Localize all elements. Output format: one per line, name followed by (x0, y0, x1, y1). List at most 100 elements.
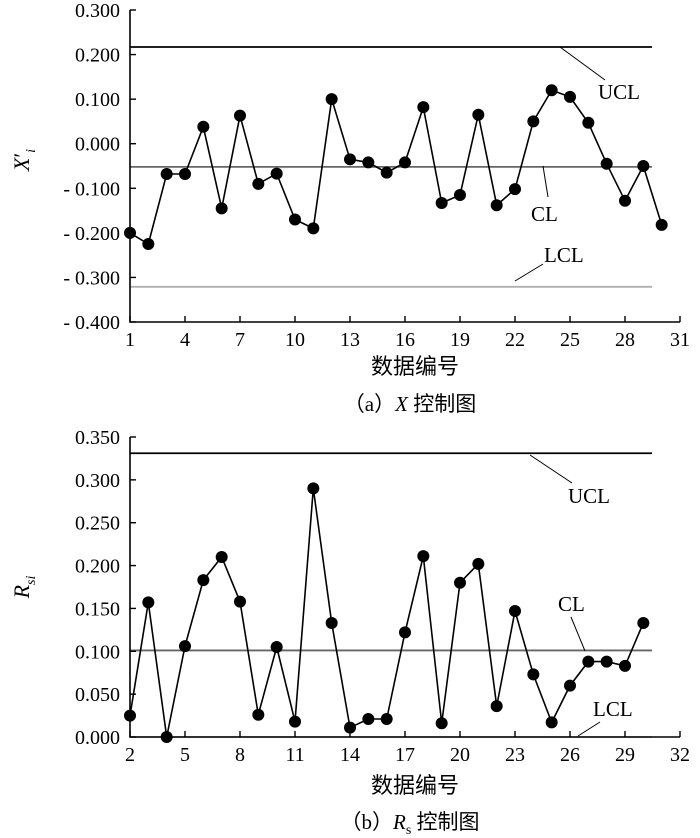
panel-b-y-axis-label: Rsi (9, 575, 39, 599)
panel-a-data-point (527, 115, 540, 128)
panel-a-x-tick-label: 10 (285, 329, 305, 351)
panel-a-x-tick-label: 1 (125, 329, 135, 351)
panel-b-y-tick-label: 0.150 (75, 598, 120, 620)
panel-a-x-tick-label: 31 (670, 329, 690, 351)
panel-b-data-point (142, 596, 155, 609)
panel-a-data-point (179, 168, 191, 181)
panel-b-data-point (490, 700, 503, 713)
panel-a-y-axis-label: X′i (9, 149, 39, 172)
panel-a-y-tick-label: 0.200 (75, 45, 120, 67)
panel-b-data-point (252, 708, 265, 721)
panel-a-data-point (564, 90, 576, 103)
panel-b-data-point (380, 713, 393, 725)
panel-a-data-point (215, 202, 228, 215)
panel-b-data-point (215, 551, 228, 563)
panel-a-x-tick-label: 28 (615, 329, 635, 351)
panel-a-x-axis-label: 数据编号 (371, 354, 459, 379)
panel-b-data-point (637, 617, 650, 629)
panel-b-x-tick-label: 20 (450, 744, 470, 766)
panel-b-data-point (527, 668, 540, 681)
panel-b-cl-leader (570, 616, 586, 652)
panel-a-x-tick-label: 4 (180, 329, 190, 351)
panel-a-data-point (637, 160, 650, 172)
panel-a-data-point (472, 108, 485, 121)
panel-b-y-tick-label: 0.300 (75, 470, 120, 492)
panel-b-y-tick-label: 0.000 (75, 727, 120, 749)
panel-b-data-point (307, 482, 320, 495)
panel-b-data-point (325, 617, 338, 629)
panel-b-data-point (435, 717, 448, 730)
panel-b-data-point (399, 626, 411, 639)
panel-a-x-tick-label: 7 (235, 329, 245, 351)
panel-a-cl-leader (542, 165, 549, 198)
panel-b-x-axis-label: 数据编号 (371, 773, 459, 798)
panel-b-rs-chart: 0.350 0.300 0.250 0.200 0.150 0.100 0.050 0.000… (9, 427, 690, 838)
panel-a-x-tick-label: 13 (340, 329, 360, 351)
panel-b-x-tick-label: 32 (670, 744, 690, 766)
panel-a-data-point (582, 116, 595, 129)
panel-b-data-point (197, 574, 210, 587)
panel-b-data-point (417, 550, 430, 563)
panel-b-x-tick-label: 17 (395, 744, 415, 766)
panel-a-y-tick-label: 0.100 (75, 89, 120, 111)
panel-a-y-tick-label: 0.000 (75, 134, 120, 156)
panel-a-data-point (160, 168, 173, 181)
panel-a-y-tick-label: - 0.100 (63, 178, 120, 200)
panel-a-data-point (435, 196, 448, 209)
panel-a-data-point (417, 101, 430, 114)
panel-a-data-point (600, 157, 613, 170)
panel-a-cl-label: CL (531, 202, 558, 226)
panel-a-data-point (197, 120, 210, 133)
panel-b-data-point (600, 655, 613, 668)
panel-b-data-point (619, 659, 631, 672)
panel-b-ucl-label: UCL (568, 484, 610, 508)
panel-b-data-point (509, 605, 521, 617)
panel-a-data-point (545, 84, 558, 97)
panel-a-y-tick-label: - 0.200 (63, 223, 120, 245)
panel-a-data-point (454, 188, 466, 201)
panel-b-data-point (179, 640, 191, 653)
panel-b-y-tick-label: 0.100 (75, 641, 120, 663)
panel-a-data-point (252, 177, 265, 190)
panel-a-data-point (325, 93, 338, 106)
panel-a-data-point (270, 167, 283, 180)
panel-a-data-point (142, 238, 155, 250)
panel-b-ucl-leader (529, 454, 573, 484)
panel-a-lcl-leader (514, 263, 544, 282)
panel-a-lcl-label: LCL (544, 243, 584, 267)
panel-b-x-tick-label: 5 (180, 744, 190, 766)
panel-a-data-point (490, 199, 503, 212)
panel-b-x-tick-label: 8 (235, 744, 245, 766)
panel-a-data-point (655, 218, 668, 231)
panel-b-lcl-label: LCL (593, 697, 633, 721)
panel-b-data-point (362, 713, 375, 725)
panel-a-x-tick-label: 19 (450, 329, 470, 351)
panel-b-x-tick-label: 29 (615, 744, 635, 766)
panel-b-caption: （b）Rs 控制图 (340, 810, 479, 838)
panel-b-y-tick-label: 0.350 (75, 427, 120, 449)
panel-b-data-point (289, 715, 301, 728)
panel-b-data-point (545, 716, 558, 729)
panel-b-data-point (270, 641, 283, 653)
panel-b-x-tick-label: 14 (340, 744, 360, 766)
panel-a-ucl-label: UCL (598, 80, 640, 104)
panel-a-x-tick-label: 22 (505, 329, 525, 351)
panel-b-data-point (234, 595, 246, 608)
panel-a-data-point (289, 213, 301, 226)
panel-a-caption: （a）X 控制图 (344, 392, 476, 416)
panel-b-data-point (454, 576, 466, 589)
panel-b-cl-label: CL (558, 592, 585, 616)
panel-a-data-point (619, 194, 631, 207)
panel-a-x-chart: 0.300 0.200 0.100 0.000 - 0.100 - 0.200 - 0.30… (9, 0, 690, 416)
panel-a-data-point (362, 156, 375, 169)
panel-b-x-tick-label: 26 (560, 744, 580, 766)
panel-b-data-point (582, 655, 595, 668)
panel-a-data-point (234, 109, 246, 122)
panel-b-x-tick-label: 2 (125, 744, 135, 766)
panel-b-data-point (472, 557, 485, 570)
panel-a-y-tick-label: - 0.400 (63, 312, 120, 334)
panel-b-x-tick-label: 23 (505, 744, 525, 766)
panel-a-data-point (399, 156, 411, 169)
panel-b-y-tick-label: 0.200 (75, 556, 120, 578)
